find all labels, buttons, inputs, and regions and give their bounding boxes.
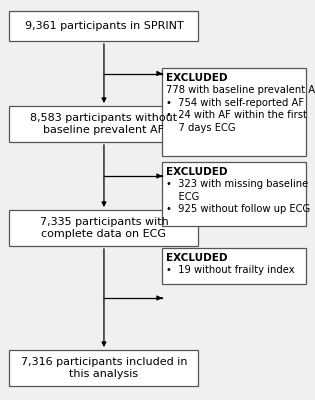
Bar (9, 210, 198, 246)
Bar (162, 68, 306, 156)
Text: EXCLUDED: EXCLUDED (166, 73, 227, 83)
Bar (9, 106, 198, 142)
Text: EXCLUDED: EXCLUDED (166, 167, 227, 177)
Text: 7,316 participants included in
this analysis: 7,316 participants included in this anal… (21, 357, 187, 379)
Text: 8,583 participants without
baseline prevalent AF: 8,583 participants without baseline prev… (30, 113, 178, 135)
Bar (9, 11, 198, 41)
Text: •  323 with missing baseline
    ECG
•  925 without follow up ECG: • 323 with missing baseline ECG • 925 wi… (166, 179, 310, 214)
Text: EXCLUDED: EXCLUDED (166, 253, 227, 263)
Text: 778 with baseline prevalent AF
•  754 with self-reported AF
•  24 with AF within: 778 with baseline prevalent AF • 754 wit… (166, 85, 315, 133)
Bar (162, 248, 306, 284)
Text: 9,361 participants in SPRINT: 9,361 participants in SPRINT (25, 21, 183, 31)
Text: 7,335 participants with
complete data on ECG: 7,335 participants with complete data on… (40, 217, 168, 239)
Text: •  19 without frailty index: • 19 without frailty index (166, 265, 295, 275)
Bar (162, 162, 306, 226)
Bar (9, 350, 198, 386)
